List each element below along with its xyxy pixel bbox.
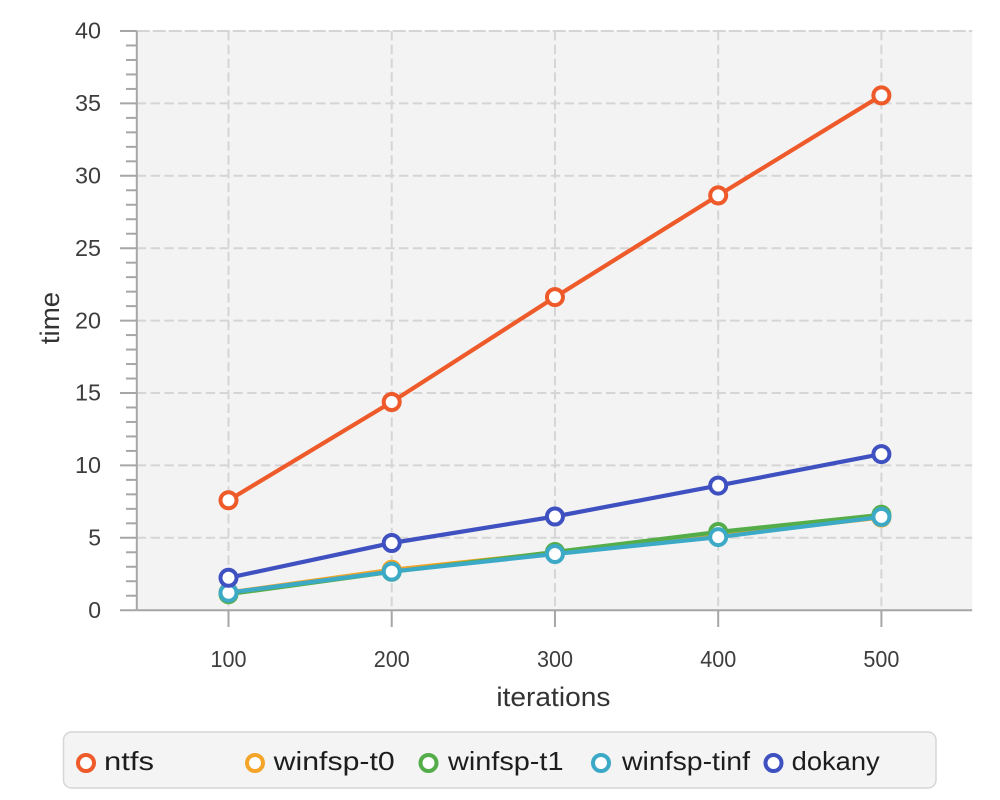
svg-text:300: 300 xyxy=(537,646,573,672)
svg-text:20: 20 xyxy=(75,307,101,333)
svg-text:winfsp-t1: winfsp-t1 xyxy=(447,746,564,776)
svg-text:100: 100 xyxy=(211,646,247,672)
svg-text:25: 25 xyxy=(75,235,101,261)
svg-text:30: 30 xyxy=(75,163,101,189)
svg-text:15: 15 xyxy=(75,380,101,406)
svg-text:500: 500 xyxy=(863,646,899,672)
svg-text:time: time xyxy=(35,292,65,344)
svg-text:40: 40 xyxy=(75,18,101,44)
svg-text:ntfs: ntfs xyxy=(104,746,154,776)
svg-text:0: 0 xyxy=(88,597,101,623)
svg-text:5: 5 xyxy=(88,525,101,551)
svg-text:dokany: dokany xyxy=(792,746,880,776)
svg-text:winfsp-tinf: winfsp-tinf xyxy=(621,746,751,776)
svg-text:iterations: iterations xyxy=(496,682,610,712)
svg-text:winfsp-t0: winfsp-t0 xyxy=(273,746,395,776)
svg-text:400: 400 xyxy=(700,646,736,672)
svg-text:35: 35 xyxy=(75,90,101,116)
svg-text:10: 10 xyxy=(75,452,101,478)
svg-text:200: 200 xyxy=(374,646,410,672)
